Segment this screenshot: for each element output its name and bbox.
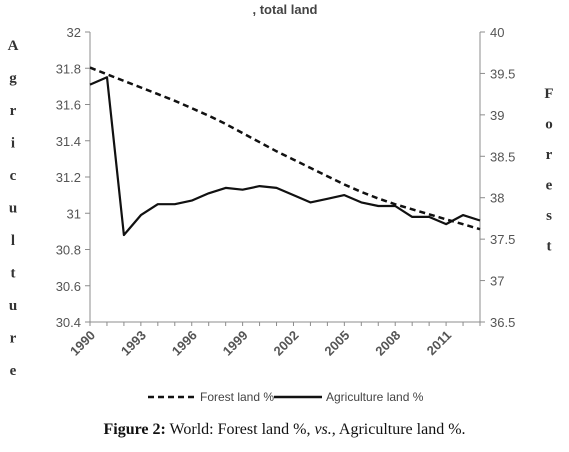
left-tick-label: 32: [67, 25, 81, 40]
x-tick-label: 1990: [67, 328, 98, 359]
right-axis-label: Forest: [544, 86, 553, 255]
left-tick-label: 31.6: [56, 98, 81, 113]
dual-axis-line-chart: , total land 32 31.8 31.6 31.4 31.2 31 30.8 30.…: [8, 2, 554, 404]
left-tick-label: 30.6: [56, 279, 81, 294]
legend-label-forest: Forest land %: [200, 390, 274, 404]
right-axis-label-letter: F: [544, 86, 553, 102]
left-axis-label-letter: r: [10, 331, 17, 347]
x-axis-ticks: 1990 1993 1996 1999 2002 2005 2008 2011: [67, 322, 481, 359]
plot-area: [89, 32, 481, 323]
x-tick-label: 2002: [271, 328, 302, 359]
left-axis-label-letter: e: [10, 363, 17, 379]
left-axis-label-letter: i: [11, 136, 15, 152]
x-tick-label: 2005: [321, 328, 352, 359]
left-axis-label-letter: c: [10, 168, 17, 184]
x-tick-label: 2011: [424, 328, 455, 359]
caption-vs: vs.: [314, 421, 332, 438]
left-axis-label-letter: u: [9, 201, 17, 217]
figure-caption: Figure 2: World: Forest land %, vs., Agr…: [0, 421, 569, 439]
legend: Forest land % Agriculture land %: [148, 390, 424, 404]
caption-label: Figure 2:: [103, 421, 166, 438]
left-tick-label: 31.2: [56, 170, 81, 185]
caption-text-after: , Agriculture land %.: [331, 421, 466, 438]
series-line-agriculture: [89, 76, 481, 237]
caption-text-before: World: Forest land %,: [165, 421, 315, 438]
left-tick-label: 30.4: [56, 315, 81, 330]
legend-label-agriculture: Agriculture land %: [326, 390, 424, 404]
right-axis-ticks: 40 39.5 39 38.5 38 37.5 37 36.5: [480, 25, 515, 330]
left-axis-label-letter: r: [10, 103, 17, 119]
right-axis-label-letter: t: [547, 239, 552, 255]
right-tick-label: 36.5: [490, 315, 515, 330]
right-tick-label: 37.5: [490, 232, 515, 247]
right-tick-label: 39.5: [490, 66, 515, 81]
left-axis-label-letter: A: [8, 38, 19, 54]
left-tick-label: 31.8: [56, 61, 81, 76]
left-axis-label-letter: l: [11, 233, 15, 249]
right-axis-label-letter: e: [546, 178, 553, 194]
right-axis-label-letter: s: [546, 208, 552, 224]
left-axis-label: Agriculture: [8, 38, 19, 379]
x-tick-label: 1999: [220, 328, 251, 359]
left-axis-ticks: 32 31.8 31.6 31.4 31.2 31 30.8 30.6 30.4: [56, 25, 90, 330]
x-tick-label: 1996: [169, 328, 200, 359]
right-tick-label: 38: [490, 191, 504, 206]
left-axis-label-letter: g: [9, 71, 17, 87]
right-tick-label: 38.5: [490, 149, 515, 164]
left-axis-label-letter: t: [11, 266, 16, 282]
left-tick-label: 30.8: [56, 243, 81, 258]
left-axis-label-letter: u: [9, 298, 17, 314]
right-axis-label-letter: o: [545, 117, 553, 133]
left-tick-label: 31.4: [56, 134, 81, 149]
x-tick-label: 2008: [372, 328, 403, 359]
right-tick-label: 37: [490, 274, 504, 289]
series-line-forest: [89, 66, 481, 231]
x-tick-label: 1993: [118, 328, 149, 359]
right-tick-label: 40: [490, 25, 504, 40]
chart-title: , total land: [253, 2, 318, 17]
right-axis-label-letter: r: [546, 147, 553, 163]
right-tick-label: 39: [490, 108, 504, 123]
left-tick-label: 31: [67, 206, 81, 221]
